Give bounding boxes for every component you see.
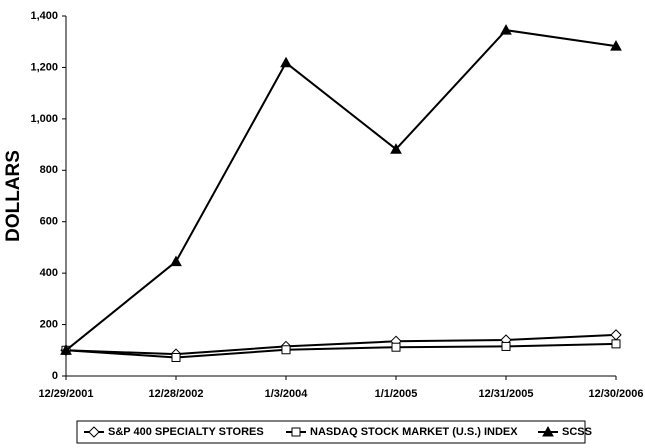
x-tick-label: 12/31/2005	[478, 388, 533, 400]
marker-square	[171, 352, 181, 362]
marker-square	[291, 427, 301, 437]
legend-label: S&P 400 SPECIALTY STORES	[108, 426, 264, 438]
x-tick-label: 12/30/2006	[588, 388, 643, 400]
y-tick-label: 0	[52, 370, 58, 382]
series-line	[65, 29, 617, 352]
x-tick-label: 12/28/2002	[148, 388, 203, 400]
legend-label: NASDAQ STOCK MARKET (U.S.) INDEX	[310, 426, 518, 438]
marker-triangle	[542, 425, 554, 437]
x-tick-label: 1/3/2004	[265, 388, 309, 400]
marker-square	[391, 342, 401, 352]
marker-square	[611, 339, 621, 349]
y-tick-label: 1,400	[30, 10, 58, 22]
marker-triangle	[280, 56, 292, 68]
y-tick-label: 800	[40, 164, 58, 176]
legend-box	[76, 420, 586, 444]
series-line	[65, 342, 617, 359]
y-tick-label: 1,000	[30, 113, 58, 125]
marker-triangle	[500, 24, 512, 35]
y-tick-label: 600	[40, 216, 58, 228]
y-tick-label: 1,200	[30, 61, 58, 73]
y-tick-label: 200	[40, 318, 58, 330]
marker-triangle	[170, 255, 182, 267]
series-line	[65, 333, 617, 356]
marker-triangle	[60, 344, 72, 355]
marker-diamond	[610, 329, 622, 341]
legend-label: SCSS	[562, 426, 592, 438]
x-tick-label: 1/1/2005	[375, 388, 418, 400]
marker-triangle	[610, 40, 622, 51]
y-axis-title: DOLLARS	[3, 150, 24, 242]
marker-diamond	[88, 426, 100, 438]
x-tick-label: 12/29/2001	[38, 388, 93, 400]
y-tick-label: 400	[40, 267, 58, 279]
marker-square	[501, 341, 511, 351]
marker-triangle	[390, 143, 402, 154]
marker-square	[281, 345, 291, 355]
